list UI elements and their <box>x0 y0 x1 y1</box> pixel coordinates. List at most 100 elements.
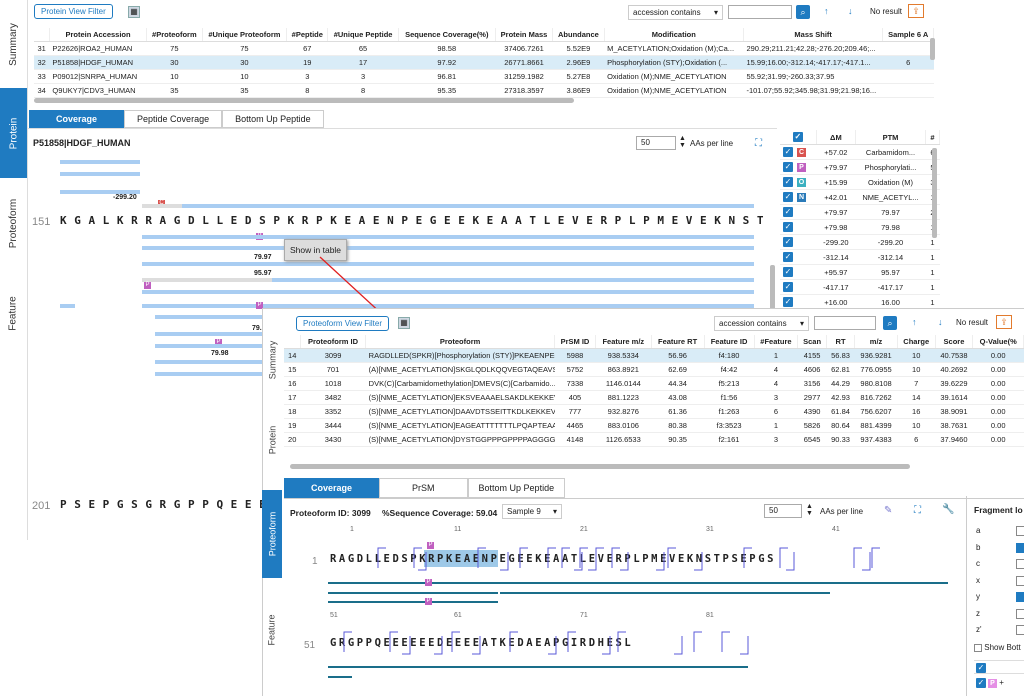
search-icon[interactable]: ⌕ <box>796 5 810 19</box>
table-row[interactable]: 19 3444 (S)[NME_ACETYLATION]EAGEATTTTTTTLP… <box>284 418 1024 433</box>
protein-view-filter-button[interactable]: Protein View Filter <box>34 4 113 19</box>
peptide-bar[interactable] <box>142 278 272 282</box>
overlay-summary-tab[interactable]: Summary <box>267 340 278 380</box>
fragment-ion-row[interactable]: c <box>976 559 1024 576</box>
tab-prsm[interactable]: PrSM <box>379 478 468 498</box>
fragment-ion-row[interactable]: z <box>976 608 1024 626</box>
ptm-marker-p[interactable]: P <box>215 339 222 346</box>
sample-select[interactable]: Sample 9 ▾ <box>502 504 562 519</box>
peptide-bar[interactable] <box>142 204 182 208</box>
checkbox[interactable]: ✓ <box>783 297 793 307</box>
fragment-ion-checkbox[interactable] <box>1016 526 1024 536</box>
checkbox[interactable]: ✓ <box>976 663 986 673</box>
show-both-checkbox[interactable]: Show Bott <box>974 643 1021 652</box>
sidebar-tab-summary[interactable]: Summary <box>8 22 20 66</box>
tab-proteoform-coverage[interactable]: Coverage <box>284 478 380 498</box>
proteoform-search-mode-select[interactable]: accession contains ▾ <box>714 316 809 331</box>
ptm-marker-p[interactable]: P <box>425 598 432 605</box>
checkbox[interactable]: ✓ <box>783 237 793 247</box>
proteoform-aas-input[interactable]: 50 <box>764 504 802 518</box>
fullscreen-icon[interactable]: ⛶ <box>755 138 762 149</box>
proteoform-search-input[interactable] <box>814 316 876 330</box>
table-row[interactable]: 32 P51858|HDGF_HUMAN 30 30 19 17 97.92 26771.86… <box>34 55 934 70</box>
fullscreen-icon[interactable]: ⛶ <box>914 505 921 516</box>
column-header[interactable]: Sequence Coverage(%) <box>398 28 496 42</box>
sidebar-tab-proteoform[interactable]: Proteoform <box>8 198 19 248</box>
table-row[interactable]: 14 3099 RAGDLLED(SPKR)[Phosphorylation (ST… <box>284 348 1024 363</box>
peptide-bar[interactable] <box>182 204 754 208</box>
column-header[interactable]: Proteoform ID <box>300 335 367 349</box>
fragment-ion-row[interactable]: z' <box>976 625 1024 642</box>
column-header[interactable] <box>34 28 50 42</box>
column-header[interactable]: Mass Shift <box>743 28 884 42</box>
fragment-ion-checkbox[interactable] <box>1016 592 1024 602</box>
fragment-ion-checkbox[interactable] <box>1016 625 1024 635</box>
ptm-row[interactable]: ✓ -417.17 -417.17 1 <box>780 279 940 295</box>
column-header[interactable]: Protein Accession <box>49 28 148 42</box>
proteoform-coverage-bar[interactable] <box>328 666 748 668</box>
ptm-row[interactable]: ✓ +95.97 95.97 1 <box>780 264 940 280</box>
coverage-vscroll[interactable] <box>770 265 775 310</box>
proteoform-view-filter-button[interactable]: Proteoform View Filter <box>296 316 389 331</box>
column-header[interactable]: Abundance <box>552 28 605 42</box>
ptm-marker-p[interactable]: P <box>427 542 434 549</box>
highlight-icon[interactable]: ✎ <box>884 505 893 516</box>
grid-icon[interactable]: ▦ <box>398 317 410 329</box>
peptide-bar[interactable] <box>142 235 754 239</box>
proteoform-coverage-bar[interactable] <box>500 592 830 594</box>
protein-table-scrollbar[interactable] <box>34 98 574 103</box>
checkbox[interactable]: ✓ <box>783 177 793 187</box>
fragment-ion-checkbox[interactable] <box>1016 559 1024 569</box>
column-header[interactable]: PrSM ID <box>554 335 596 349</box>
peptide-bar[interactable] <box>142 246 754 250</box>
column-header[interactable] <box>284 335 301 349</box>
column-header[interactable]: m/z <box>854 335 898 349</box>
column-header[interactable]: PTM <box>855 130 926 145</box>
peptide-bar[interactable] <box>60 172 140 176</box>
ptm-row[interactable]: ✓ -299.20 -299.20 1 <box>780 234 940 250</box>
column-header[interactable]: RT <box>826 335 856 349</box>
search-icon[interactable]: ⌕ <box>883 316 897 330</box>
column-header[interactable]: Modification <box>604 28 744 42</box>
peptide-bar[interactable] <box>155 372 285 376</box>
peptide-bar[interactable] <box>60 190 140 194</box>
export-icon[interactable]: ⇪ <box>908 4 924 18</box>
search-mode-select[interactable]: accession contains ▾ <box>628 5 723 20</box>
column-header[interactable]: #Feature <box>754 335 799 349</box>
export-icon[interactable]: ⇪ <box>996 315 1012 329</box>
peptide-bar[interactable] <box>142 304 754 308</box>
fragment-ion-row[interactable]: b <box>976 542 1024 560</box>
stepper-icon[interactable]: ▲ ▼ <box>679 135 686 149</box>
ptm-marker-p[interactable]: P <box>144 282 151 289</box>
checkbox[interactable]: ✓ <box>783 192 793 202</box>
wrench-icon[interactable]: 🔧 <box>942 504 955 515</box>
peptide-bar[interactable] <box>60 160 140 164</box>
table-row[interactable]: 17 3482 (S)[NME_ACETYLATION]EKSVEAAAELSAKD… <box>284 390 1024 405</box>
tab-coverage[interactable]: Coverage <box>29 110 125 128</box>
arrow-down-icon[interactable]: ↓ <box>848 6 853 16</box>
column-header[interactable]: Proteoform <box>365 335 556 349</box>
fragment-ion-checkbox[interactable] <box>1016 608 1024 619</box>
fragment-ion-row[interactable]: y <box>976 592 1024 609</box>
checkbox[interactable]: ✓ <box>976 678 986 688</box>
peptide-bar[interactable] <box>142 262 754 266</box>
ptm-marker-c[interactable]: C <box>158 200 165 207</box>
peptide-bar[interactable] <box>60 304 75 308</box>
column-header[interactable]: Q-Value(% <box>972 335 1024 349</box>
column-header[interactable]: Sample 6 A <box>882 28 934 42</box>
column-header[interactable]: #Proteoform <box>146 28 203 42</box>
checkbox[interactable]: ✓ <box>783 267 793 277</box>
peptide-bar[interactable] <box>155 360 285 364</box>
column-header[interactable]: Scan <box>797 335 827 349</box>
checkbox[interactable]: ✓ <box>783 147 793 157</box>
sidebar-tab-feature[interactable]: Feature <box>8 295 19 331</box>
proteoform-coverage-bar[interactable] <box>328 592 498 594</box>
fragment-ion-row[interactable]: a <box>976 526 1024 543</box>
checkbox[interactable]: ✓ <box>783 207 793 217</box>
peptide-bar[interactable] <box>142 290 754 294</box>
overlay-proteoform-tab[interactable]: Proteoform <box>262 490 282 578</box>
